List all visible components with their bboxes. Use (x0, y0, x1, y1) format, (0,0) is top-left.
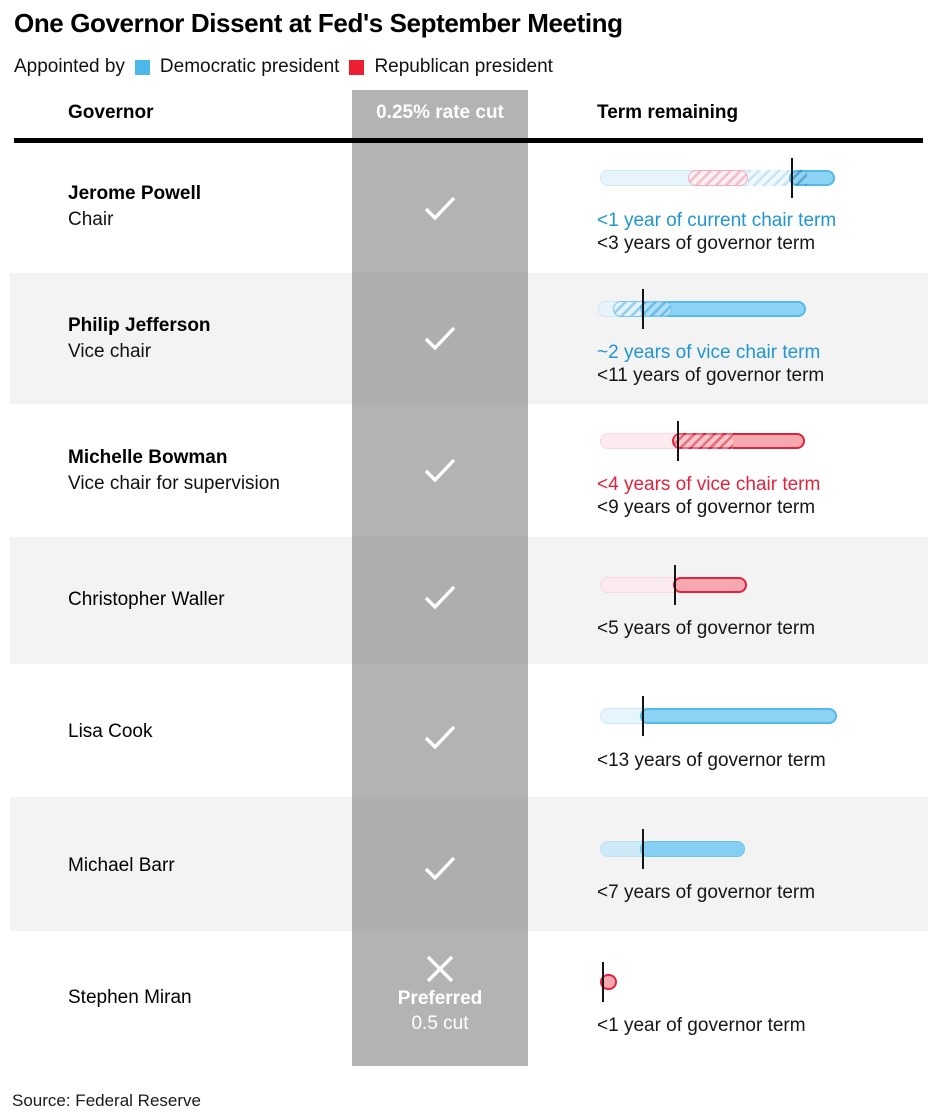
term-bar-segment (688, 170, 748, 186)
vote-column-highlight (352, 90, 528, 1066)
legend-republican-label: Republican president (374, 56, 553, 77)
today-tick (602, 962, 604, 1002)
term-bar-segment (790, 170, 807, 186)
governor-name: Christopher Waller (68, 589, 225, 610)
term-note: <1 year of current chair term (597, 210, 837, 231)
vote-check-icon (352, 193, 528, 223)
vote-x-icon (352, 954, 528, 984)
column-header-term-remaining: Term remaining (597, 102, 739, 123)
today-tick (677, 421, 679, 461)
source-note: Source: Federal Reserve (12, 1091, 201, 1110)
today-tick (642, 829, 644, 869)
today-tick (674, 565, 676, 605)
republican-swatch-icon (349, 59, 365, 75)
page-title: One Governor Dissent at Fed's September … (14, 8, 623, 38)
term-note: <7 years of governor term (597, 882, 816, 903)
vote-check-icon (352, 323, 528, 353)
governor-name: Michael Barr (68, 855, 175, 876)
term-note: <1 year of governor term (597, 1015, 806, 1036)
column-header-governor: Governor (68, 102, 154, 123)
vote-check-icon (352, 582, 528, 612)
governor-role: Vice chair (68, 341, 152, 362)
term-note: <11 years of governor term (597, 365, 825, 386)
term-note: <4 years of vice chair term (597, 474, 821, 495)
governor-role: Chair (68, 209, 114, 230)
term-note: <9 years of governor term (597, 497, 816, 518)
governor-name: Stephen Miran (68, 987, 192, 1008)
term-bar-segment (640, 841, 745, 857)
column-header-rate-cut: 0.25% rate cut (376, 102, 504, 123)
legend: Appointed by Democratic president Republ… (14, 56, 553, 78)
term-bar-segment (672, 433, 805, 449)
governor-name: Philip Jefferson (68, 315, 211, 336)
democratic-swatch-icon (134, 59, 150, 75)
term-bar-segment (600, 974, 617, 990)
term-note: ~2 years of vice chair term (597, 342, 821, 363)
term-bar-segment (640, 708, 837, 724)
vote-check-icon (352, 455, 528, 485)
today-tick (791, 158, 793, 198)
today-tick (642, 696, 644, 736)
governor-role: Vice chair for supervision (68, 473, 280, 494)
legend-prefix: Appointed by (14, 56, 125, 77)
term-note: <3 years of governor term (597, 233, 816, 254)
term-bar-segment (748, 170, 792, 186)
vote-note-bold: Preferred (397, 988, 483, 1009)
term-bar-segment (674, 433, 733, 449)
header-rule (14, 138, 923, 143)
governor-name: Lisa Cook (68, 721, 153, 742)
term-note: <13 years of governor term (597, 750, 826, 771)
vote-note: 0.5 cut (411, 1013, 469, 1034)
today-tick (642, 289, 644, 329)
term-bar-segment (673, 577, 747, 593)
governor-name: Michelle Bowman (68, 447, 228, 468)
vote-check-icon (352, 853, 528, 883)
legend-democratic-label: Democratic president (159, 56, 340, 77)
vote-check-icon (352, 722, 528, 752)
governor-name: Jerome Powell (68, 183, 202, 204)
term-note: <5 years of governor term (597, 618, 816, 639)
